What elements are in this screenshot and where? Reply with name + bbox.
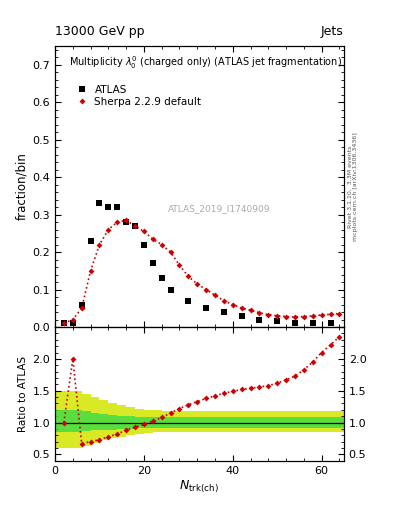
Sherpa 2.2.9 default [124, 217, 129, 223]
Line: ATLAS: ATLAS [61, 200, 334, 326]
ATLAS [79, 302, 84, 308]
Text: Jets: Jets [321, 26, 344, 38]
Sherpa 2.2.9 default [293, 314, 298, 320]
Sherpa 2.2.9 default [319, 312, 324, 318]
Y-axis label: fraction/bin: fraction/bin [15, 153, 28, 221]
Sherpa 2.2.9 default [62, 320, 66, 326]
ATLAS [275, 318, 279, 325]
Sherpa 2.2.9 default [133, 223, 138, 229]
Y-axis label: Rivet 3.1.10,  3.3M events
mcplots.cern.ch [arXiv:1306.3436]: Rivet 3.1.10, 3.3M events mcplots.cern.c… [347, 132, 358, 241]
ATLAS [328, 320, 333, 326]
Sherpa 2.2.9 default [177, 262, 182, 268]
Line: Sherpa 2.2.9 default: Sherpa 2.2.9 default [62, 218, 342, 325]
Sherpa 2.2.9 default [257, 310, 262, 316]
Text: 13000 GeV pp: 13000 GeV pp [55, 26, 145, 38]
X-axis label: $N_{\rm{trk(ch)}}$: $N_{\rm{trk(ch)}}$ [180, 478, 219, 495]
ATLAS [168, 287, 173, 293]
Sherpa 2.2.9 default [106, 226, 111, 232]
Sherpa 2.2.9 default [115, 219, 119, 225]
Sherpa 2.2.9 default [275, 313, 279, 319]
ATLAS [257, 316, 262, 323]
Text: Multiplicity $\lambda_{0}^{0}$ (charged only) (ATLAS jet fragmentation): Multiplicity $\lambda_{0}^{0}$ (charged … [70, 54, 342, 71]
ATLAS [293, 320, 298, 326]
ATLAS [186, 297, 191, 304]
Sherpa 2.2.9 default [266, 312, 271, 318]
Sherpa 2.2.9 default [310, 313, 315, 319]
Sherpa 2.2.9 default [79, 305, 84, 311]
Sherpa 2.2.9 default [328, 311, 333, 317]
ATLAS [97, 200, 102, 206]
Sherpa 2.2.9 default [70, 316, 75, 323]
Sherpa 2.2.9 default [301, 313, 306, 319]
Sherpa 2.2.9 default [248, 307, 253, 313]
Sherpa 2.2.9 default [151, 236, 155, 242]
Sherpa 2.2.9 default [195, 281, 200, 287]
ATLAS [115, 204, 119, 210]
ATLAS [204, 305, 208, 311]
Sherpa 2.2.9 default [213, 292, 217, 298]
Sherpa 2.2.9 default [186, 273, 191, 280]
Sherpa 2.2.9 default [141, 228, 146, 234]
ATLAS [222, 309, 226, 315]
ATLAS [141, 242, 146, 248]
Sherpa 2.2.9 default [204, 287, 208, 293]
ATLAS [239, 313, 244, 319]
ATLAS [133, 223, 138, 229]
ATLAS [159, 275, 164, 282]
ATLAS [151, 260, 155, 266]
Y-axis label: Ratio to ATLAS: Ratio to ATLAS [18, 356, 28, 432]
Sherpa 2.2.9 default [230, 302, 235, 308]
Sherpa 2.2.9 default [168, 249, 173, 255]
Sherpa 2.2.9 default [239, 305, 244, 311]
Sherpa 2.2.9 default [222, 297, 226, 304]
Text: ATLAS_2019_I1740909: ATLAS_2019_I1740909 [169, 204, 271, 214]
ATLAS [88, 238, 93, 244]
ATLAS [310, 320, 315, 326]
Sherpa 2.2.9 default [159, 242, 164, 248]
ATLAS [62, 320, 66, 326]
Sherpa 2.2.9 default [97, 242, 102, 248]
Sherpa 2.2.9 default [284, 313, 288, 319]
ATLAS [70, 320, 75, 326]
Sherpa 2.2.9 default [337, 310, 342, 316]
Legend: ATLAS, Sherpa 2.2.9 default: ATLAS, Sherpa 2.2.9 default [75, 85, 202, 107]
ATLAS [124, 219, 129, 225]
ATLAS [106, 204, 111, 210]
Sherpa 2.2.9 default [88, 268, 93, 274]
